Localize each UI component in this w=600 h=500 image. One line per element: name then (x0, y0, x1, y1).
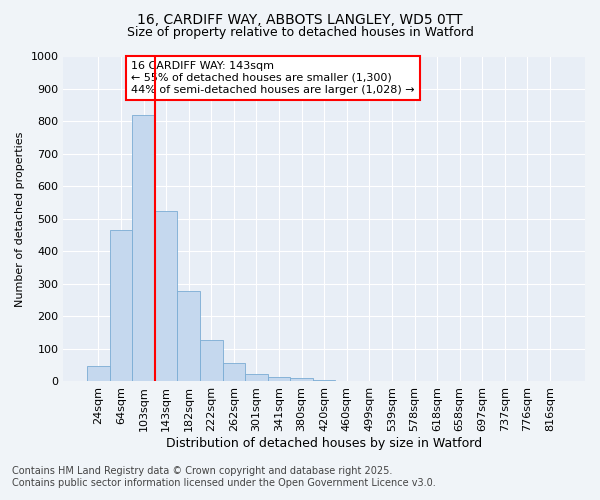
Text: 16 CARDIFF WAY: 143sqm
← 55% of detached houses are smaller (1,300)
44% of semi-: 16 CARDIFF WAY: 143sqm ← 55% of detached… (131, 62, 415, 94)
Bar (290, 378, 313, 382)
Bar (132, 115, 155, 382)
Bar (223, 363, 245, 382)
Bar (268, 377, 290, 382)
Text: 16, CARDIFF WAY, ABBOTS LANGLEY, WD5 0TT: 16, CARDIFF WAY, ABBOTS LANGLEY, WD5 0TT (137, 12, 463, 26)
Bar (178, 291, 200, 382)
Bar (245, 374, 268, 382)
Text: Contains HM Land Registry data © Crown copyright and database right 2025.
Contai: Contains HM Land Registry data © Crown c… (12, 466, 436, 487)
Bar (110, 230, 132, 382)
Bar (200, 340, 223, 382)
Bar (155, 211, 178, 382)
X-axis label: Distribution of detached houses by size in Watford: Distribution of detached houses by size … (166, 437, 482, 450)
Y-axis label: Number of detached properties: Number of detached properties (15, 132, 25, 306)
Bar (87, 366, 110, 382)
Bar (313, 380, 335, 382)
Text: Size of property relative to detached houses in Watford: Size of property relative to detached ho… (127, 26, 473, 39)
